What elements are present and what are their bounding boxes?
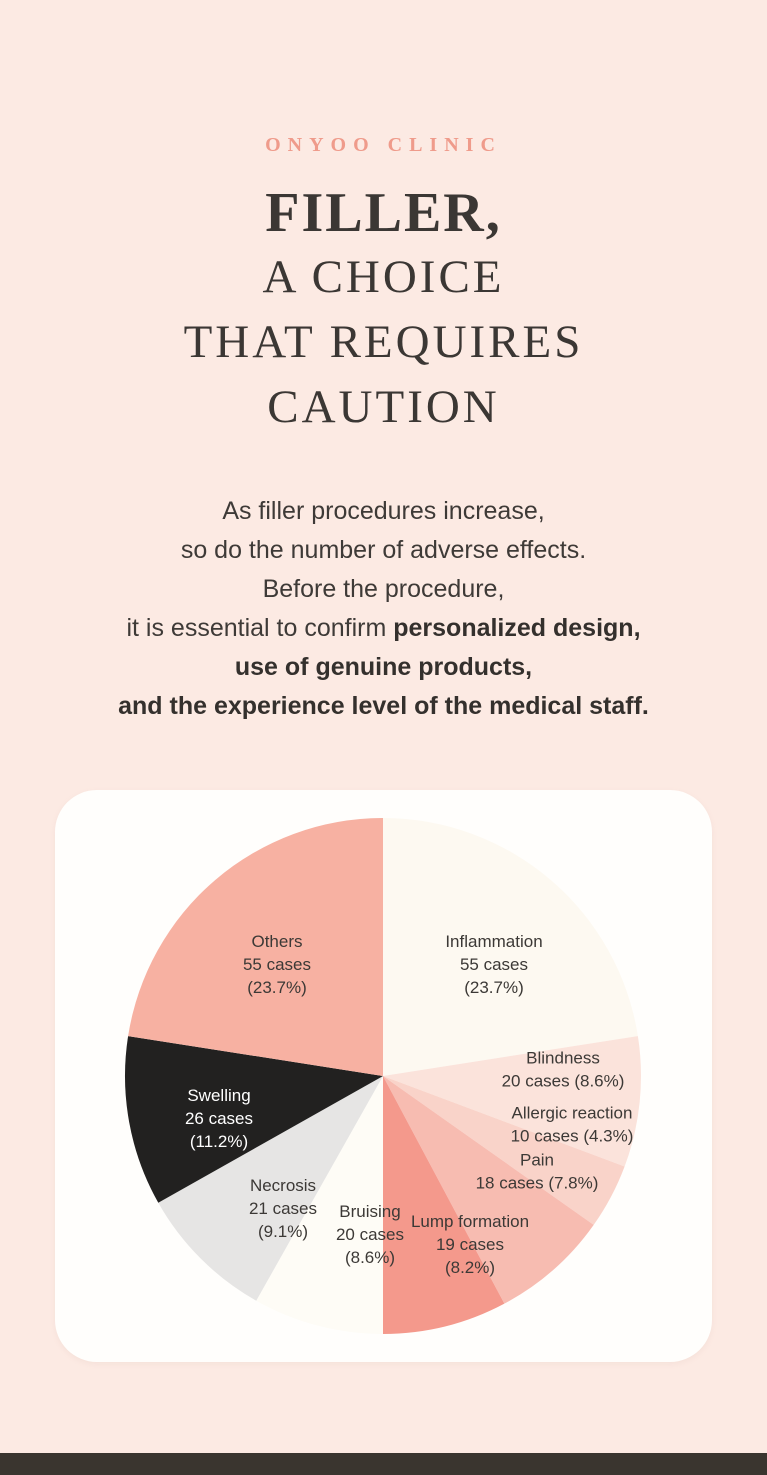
pie-label-necrosis: Necrosis 21 cases (9.1%) [249,1176,317,1241]
pie-slice-necrosis [158,1076,383,1301]
hero: ONYOO CLINIC FILLER, A CHOICE THAT REQUI… [184,134,584,440]
intro-line: As filler procedures increase, [222,497,545,525]
pie-slice-inflammation [383,818,638,1076]
pie-label-others: Others 55 cases (23.7%) [243,932,311,997]
clinic-name-label: ONYOO CLINIC [265,134,502,156]
pie-label-inflammation: Inflammation 55 cases (23.7%) [445,932,542,997]
pie-label-blindness: Blindness 20 cases (8.6%) [502,1049,625,1091]
pie-slice-pain [383,1076,594,1304]
pie-label-lump-formation: Lump formation 19 cases (8.2%) [411,1212,529,1277]
pie-slice-allergic-reaction [383,1076,625,1225]
pie-label-swelling: Swelling 26 cases (11.2%) [185,1086,253,1151]
pie-label-bruising: Bruising 20 cases (8.6%) [336,1202,404,1267]
pie-label-allergic-reaction: Allergic reaction 10 cases (4.3%) [511,1104,634,1146]
intro-line: use of genuine products, [234,653,533,681]
pie-label-pain: Pain 18 cases (7.8%) [476,1151,599,1193]
pie-slice-bruising [256,1076,383,1334]
footer-strip [0,1453,767,1475]
page-title-emphasis: FILLER, [265,182,502,244]
pie-slice-swelling [124,1036,384,1203]
adverse-effects-pie-chart: Inflammation 55 cases (23.7%) Blindness 20 c… [124,818,642,1334]
page-title-line-2: THAT REQUIRES [183,316,584,368]
page-title-line-1: A CHOICE [262,251,505,303]
intro-line: Before the procedure, [262,575,505,603]
intro-line: so do the number of adverse effects. [180,536,587,564]
intro-line: and the experience level of the medical … [118,692,649,720]
page-title-line-3: CAUTION [267,381,500,433]
pie-slice-others [128,818,383,1076]
pie-slice-lump-formation [383,1076,505,1334]
pie-slice-blindness [383,1036,642,1167]
pie-chart-card: Inflammation 55 cases (23.7%) Blindness 20 c… [55,790,712,1362]
intro-line: it is essential to confirm personalized … [126,614,641,642]
intro-paragraph: As filler procedures increase, so do the … [118,492,649,726]
